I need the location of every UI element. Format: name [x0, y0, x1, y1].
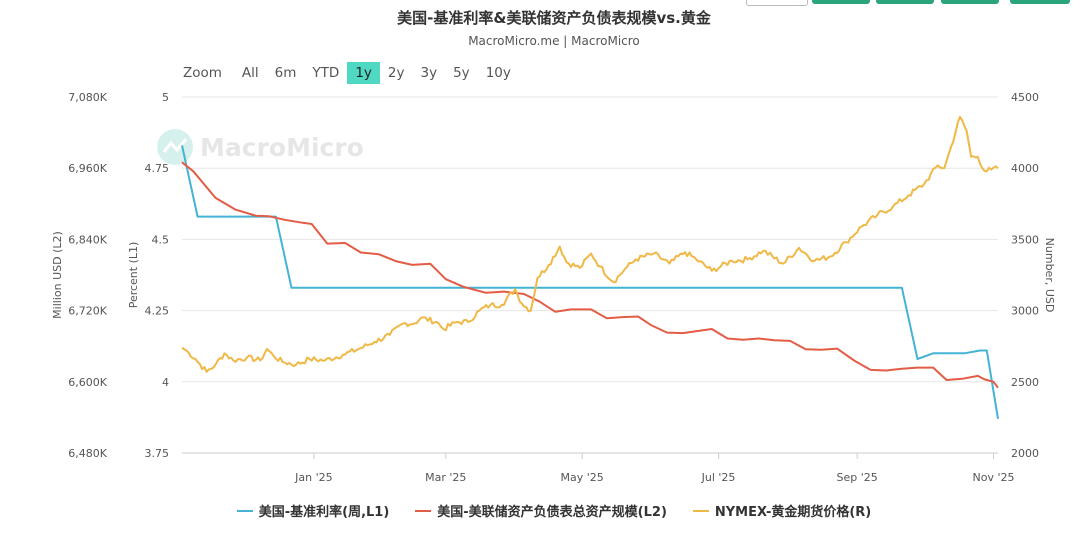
zoom-label: Zoom	[183, 65, 222, 81]
right-tick-label: 4500	[1011, 91, 1039, 104]
top-action-button-2[interactable]	[876, 0, 934, 4]
top-action-button-outline[interactable]	[746, 0, 808, 6]
left-inner-axis-title: Percent (L1)	[127, 242, 140, 309]
watermark-logo-mark	[162, 138, 188, 153]
legend-item-fed-rate[interactable]: 美国-基准利率(周,L1)	[236, 501, 390, 520]
legend-swatch	[236, 509, 253, 512]
left-outer-tick-label: 6,480K	[68, 447, 107, 460]
left-outer-tick-label: 7,080K	[68, 91, 107, 104]
zoom-button-ytd[interactable]: YTD	[312, 65, 340, 81]
left-outer-tick-label: 6,960K	[68, 162, 107, 175]
right-tick-label: 2000	[1011, 447, 1039, 460]
left-outer-tick-label: 6,600K	[68, 376, 107, 389]
zoom-bar: Zoom All 6m YTD 1y 2y 3y 5y 10y	[183, 62, 519, 84]
x-tick-label: Jul '25	[701, 471, 736, 484]
zoom-button-1y[interactable]: 1y	[347, 62, 380, 84]
top-action-button-1[interactable]	[812, 0, 870, 4]
zoom-button-2y[interactable]: 2y	[387, 65, 405, 81]
left-inner-tick-label: 4.25	[145, 305, 170, 318]
top-action-button-3[interactable]	[941, 0, 999, 4]
zoom-button-10y[interactable]: 10y	[485, 65, 511, 81]
left-inner-tick-label: 4.5	[152, 233, 170, 246]
series-line-fed-balance-sheet	[181, 161, 999, 389]
right-tick-label: 2500	[1011, 376, 1039, 389]
right-tick-label: 3500	[1011, 233, 1039, 246]
right-tick-label: 4000	[1011, 162, 1039, 175]
x-tick-label: May '25	[561, 471, 604, 484]
left-inner-tick-label: 3.75	[145, 447, 170, 460]
right-tick-label: 3000	[1011, 305, 1039, 318]
zoom-button-all[interactable]: All	[241, 65, 259, 81]
x-tick-label: Sep '25	[837, 471, 878, 484]
legend-swatch	[692, 509, 709, 512]
left-outer-tick-label: 6,720K	[68, 305, 107, 318]
x-tick-label: Jan '25	[294, 471, 332, 484]
left-inner-tick-label: 4.75	[145, 162, 170, 175]
legend-swatch	[415, 509, 432, 512]
chart-title: 美国-基准利率&美联储资产负债表规模vs.黄金	[397, 9, 711, 27]
left-outer-axis-title: Million USD (L2)	[51, 231, 64, 319]
legend-label: NYMEX-黄金期货价格(R)	[714, 505, 872, 520]
legend-label: 美国-美联储资产负债表总资产规模(L2)	[437, 505, 667, 520]
top-action-button-4[interactable]	[1010, 0, 1070, 4]
zoom-button-3y[interactable]: 3y	[420, 65, 438, 81]
chart-legend: 美国-基准利率(周,L1) 美国-美联储资产负债表总资产规模(L2) NYMEX-黄…	[0, 501, 1083, 520]
x-tick-label: Nov '25	[973, 471, 1015, 484]
legend-item-gold-futures[interactable]: NYMEX-黄金期货价格(R)	[692, 501, 872, 520]
legend-item-fed-balance-sheet[interactable]: 美国-美联储资产负债表总资产规模(L2)	[415, 501, 667, 520]
left-outer-tick-label: 6,840K	[68, 233, 107, 246]
series-line-fed-rate	[181, 145, 999, 419]
watermark-text: MacroMicro	[200, 133, 364, 162]
legend-label: 美国-基准利率(周,L1)	[258, 505, 390, 520]
chart-subtitle: MacroMicro.me | MacroMicro	[468, 34, 640, 48]
left-inner-tick-label: 5	[162, 91, 169, 104]
zoom-button-5y[interactable]: 5y	[453, 65, 470, 81]
series-line-gold-futures	[181, 115, 999, 373]
x-tick-label: Mar '25	[425, 471, 466, 484]
left-inner-tick-label: 4	[162, 376, 169, 389]
zoom-button-6m[interactable]: 6m	[274, 65, 297, 81]
watermark-logo: MacroMicro	[157, 129, 364, 165]
right-axis-title: Number, USD	[1043, 238, 1056, 313]
